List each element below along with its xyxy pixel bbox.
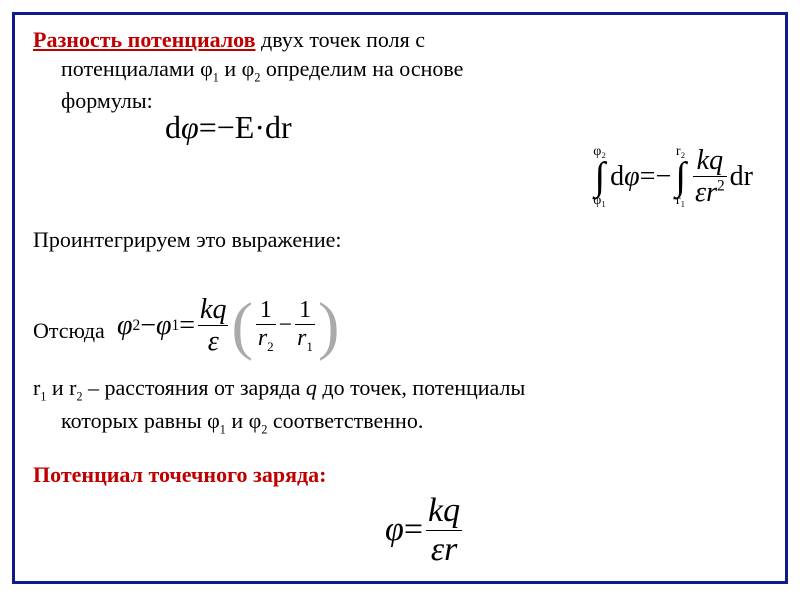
int-q: q xyxy=(709,145,723,176)
p5c: соответственно. xyxy=(267,408,423,433)
f3-phi1: φ xyxy=(117,312,133,340)
formula-integral: φ₂ ∫ φ₁ dφ = − r₂ ∫ r₁ kq εr2 dr xyxy=(589,145,753,208)
f3-eq: = xyxy=(179,312,195,340)
f3-r2: r xyxy=(258,325,267,351)
f3-eps: ε xyxy=(208,326,219,357)
title-underlined: Разность потенциалов xyxy=(33,27,256,52)
p2: Проинтегрируем это выражение: xyxy=(33,225,767,254)
f3-minus: − xyxy=(140,312,156,340)
int1-sym: ∫ xyxy=(594,159,605,194)
int1-l: φ₁ xyxy=(593,194,606,208)
int-dr: dr xyxy=(730,163,753,191)
f3-s2: 2 xyxy=(133,318,141,333)
int-k: k xyxy=(697,145,709,176)
f1-eq: = xyxy=(199,111,217,143)
int2-l: r₁ xyxy=(676,194,686,208)
int-d: d xyxy=(610,163,624,191)
f3-frac1: kq ε xyxy=(198,295,228,357)
slide-frame: Разность потенциалов двух точек поля с п… xyxy=(12,12,788,584)
f1-phi: φ xyxy=(181,111,199,143)
int2-sym: ∫ xyxy=(675,159,686,194)
p4b: и r xyxy=(46,375,76,400)
p4q: q xyxy=(306,375,317,400)
formula-dphi: dφ = − E · dr xyxy=(165,111,292,143)
int-minus: − xyxy=(655,163,671,191)
p5b: и φ xyxy=(226,408,261,433)
f6-k: k xyxy=(428,492,443,529)
int-r2: 2 xyxy=(717,178,725,195)
int1: φ₂ ∫ φ₁ xyxy=(593,145,606,208)
f1-dot: · xyxy=(254,111,265,143)
f3-s1: 1 xyxy=(172,318,180,333)
f3-midminus: − xyxy=(279,314,292,338)
int-eq: = xyxy=(640,163,656,191)
f1-dr: dr xyxy=(265,111,292,143)
f6-phi: φ xyxy=(385,513,404,547)
f6-eq: = xyxy=(404,513,423,547)
int-eps: ε xyxy=(695,177,706,208)
p6-line: Потенциал точечного заряда: xyxy=(33,460,767,489)
p4d: до точек, потенциалы xyxy=(317,375,525,400)
f1-E: E xyxy=(235,111,255,143)
formula-point: φ = kq εr xyxy=(385,493,465,567)
p6: Потенциал точечного заряда: xyxy=(33,462,327,487)
p5: которых равны φ1 и φ2 соответственно. xyxy=(33,406,767,438)
f3-frac3: 1 r1 xyxy=(295,298,315,353)
f6-frac: kq εr xyxy=(426,493,462,567)
f1-minus: − xyxy=(217,111,235,143)
f6-q: q xyxy=(443,492,460,529)
f6-r: r xyxy=(444,531,457,568)
f3-q: q xyxy=(212,294,226,325)
formula-diff: φ2 − φ1 = kq ε ( 1 r2 − 1 r1 ) xyxy=(117,295,339,357)
title-2b: и φ xyxy=(219,56,254,81)
f3-phi2: φ xyxy=(156,312,172,340)
f3-rs1: 1 xyxy=(306,339,313,354)
title-rest1: двух точек поля с xyxy=(256,27,425,52)
f1-d: d xyxy=(165,111,181,143)
f3-k: k xyxy=(200,294,212,325)
int-r: r xyxy=(706,177,717,208)
int-frac: kq εr2 xyxy=(693,146,727,208)
p4: r1 и r2 – расстояния от заряда q до точе… xyxy=(33,373,767,405)
title-line3: формулы: xyxy=(33,86,767,115)
lparen: ( xyxy=(231,295,252,357)
f6-eps: ε xyxy=(431,531,444,568)
title-2a: потенциалами φ xyxy=(61,56,213,81)
title-3: формулы: xyxy=(61,88,153,113)
p4c: – расстояния от заряда xyxy=(83,375,306,400)
f3-r1: r xyxy=(297,325,306,351)
title-2c: определим на основе xyxy=(260,56,463,81)
rparen: ) xyxy=(318,295,339,357)
f3-1a: 1 xyxy=(258,298,274,323)
f3-rs2: 2 xyxy=(267,339,274,354)
int2: r₂ ∫ r₁ xyxy=(675,145,686,208)
int-phi: φ xyxy=(624,163,640,191)
title-line1: Разность потенциалов двух точек поля с xyxy=(33,25,767,54)
f3-frac2: 1 r2 xyxy=(256,298,276,353)
f3-1b: 1 xyxy=(297,298,313,323)
title-line2: потенциалами φ1 и φ2 определим на основе xyxy=(33,54,767,86)
p5a: которых равны φ xyxy=(61,408,220,433)
